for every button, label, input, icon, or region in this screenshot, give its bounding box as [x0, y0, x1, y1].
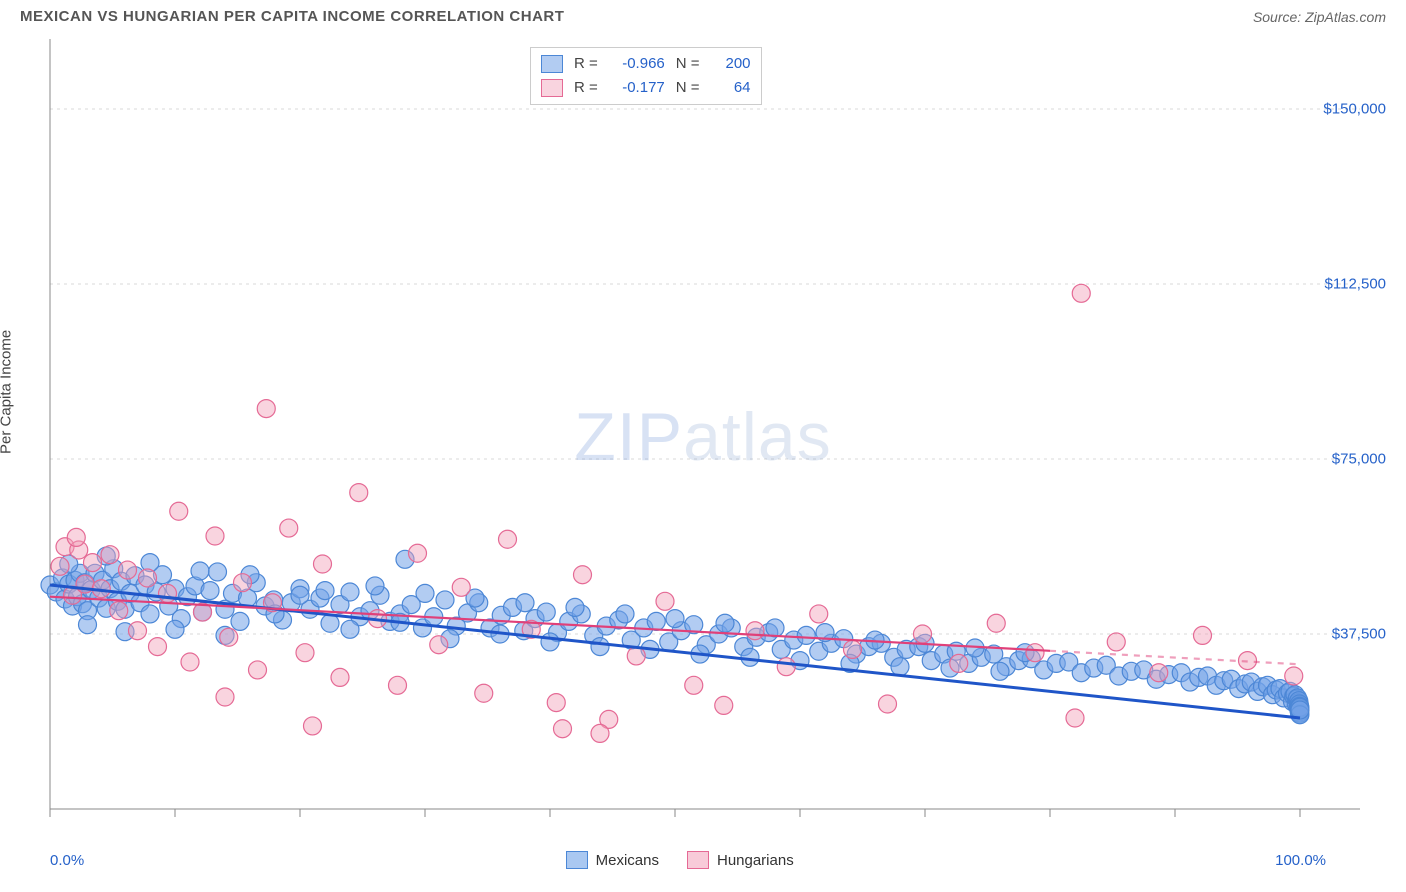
swatch-icon [541, 55, 563, 73]
stats-box: R = -0.966 N = 200 R = -0.177 N = 64 [530, 47, 762, 105]
y-tick-label: $150,000 [1323, 101, 1386, 118]
n-value: 64 [711, 76, 751, 100]
swatch-icon [541, 79, 563, 97]
y-tick-label: $75,000 [1332, 451, 1386, 468]
legend-item: Hungarians [687, 851, 794, 869]
chart-title: MEXICAN VS HUNGARIAN PER CAPITA INCOME C… [20, 8, 564, 25]
r-label: R = [574, 52, 598, 76]
y-axis-label: Per Capita Income [0, 330, 15, 454]
x-axis-min-label: 0.0% [50, 852, 84, 869]
stats-row: R = -0.177 N = 64 [541, 76, 751, 100]
scatter-chart [0, 29, 1406, 879]
stats-row: R = -0.966 N = 200 [541, 52, 751, 76]
swatch-icon [687, 851, 709, 869]
n-label: N = [676, 52, 700, 76]
swatch-icon [566, 851, 588, 869]
y-tick-label: $37,500 [1332, 626, 1386, 643]
y-tick-label: $112,500 [1325, 276, 1386, 293]
legend-items: Mexicans Hungarians [566, 851, 794, 869]
n-label: N = [676, 76, 700, 100]
r-value: -0.966 [609, 52, 665, 76]
r-label: R = [574, 76, 598, 100]
legend-label: Hungarians [717, 852, 794, 869]
source-label: Source: ZipAtlas.com [1253, 9, 1386, 25]
legend-bottom: 0.0% Mexicans Hungarians 100.0% [0, 845, 1406, 879]
chart-area: Per Capita Income ZIPatlas $37,500$75,00… [0, 29, 1406, 879]
n-value: 200 [711, 52, 751, 76]
legend-label: Mexicans [596, 852, 659, 869]
x-axis-max-label: 100.0% [1275, 852, 1326, 869]
r-value: -0.177 [609, 76, 665, 100]
legend-item: Mexicans [566, 851, 659, 869]
